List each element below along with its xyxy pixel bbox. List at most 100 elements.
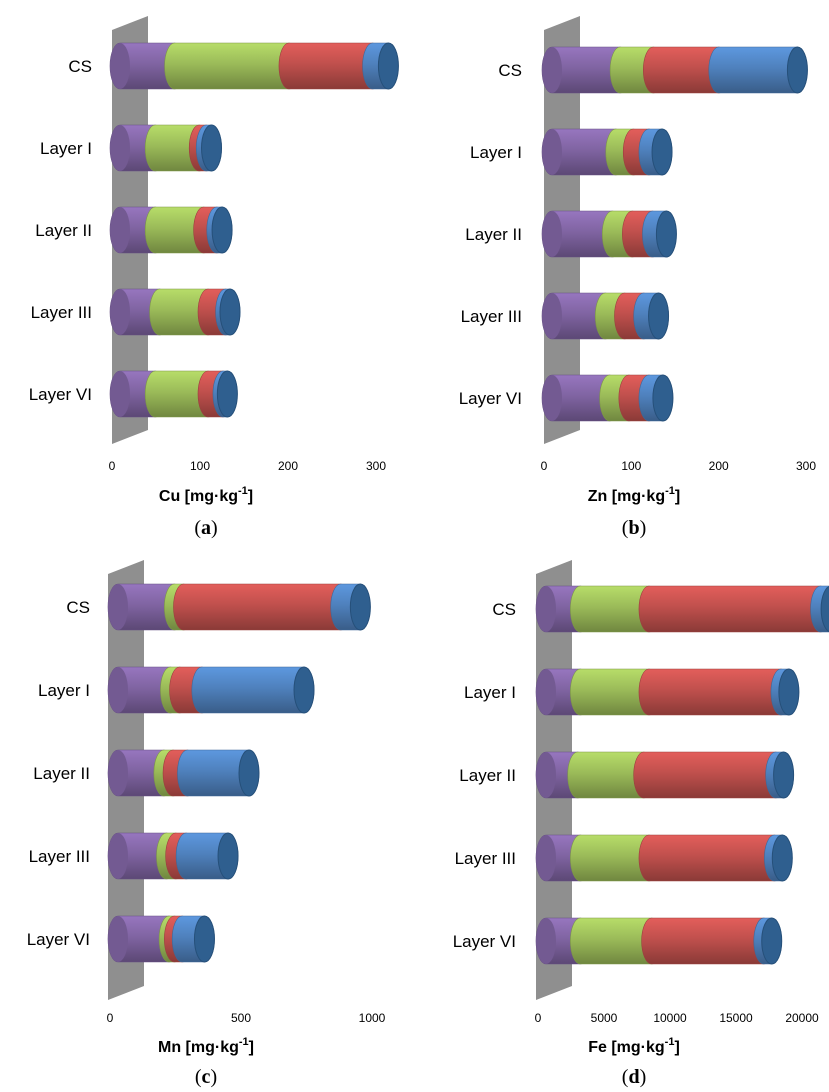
bar-end-cap — [656, 211, 676, 257]
category-label: Layer VI — [453, 932, 516, 951]
category-label: Layer II — [459, 766, 516, 785]
bar-start-cap — [542, 375, 562, 421]
category-label: Layer III — [31, 303, 92, 322]
bar-row — [110, 207, 232, 253]
panel-label: (a) — [194, 517, 217, 539]
category-label: CS — [66, 598, 90, 617]
bar-start-cap — [108, 667, 128, 713]
category-label: Layer I — [38, 681, 90, 700]
bar-row — [108, 667, 314, 713]
x-tick-label: 20000 — [785, 1011, 819, 1025]
bar-row — [542, 211, 676, 257]
plot-area: CS Layer I Layer II Layer III Layer VI 0 100 20… — [459, 16, 817, 539]
bar-row — [110, 43, 398, 89]
bar-row — [542, 47, 807, 93]
x-tick-label: 5000 — [591, 1011, 618, 1025]
bar-end-cap — [762, 918, 782, 964]
plot-area: CS Layer I Layer II Layer III Layer VI 0 5000 1… — [453, 560, 829, 1088]
x-tick-label: 1000 — [359, 1011, 386, 1025]
bar-end-cap — [217, 371, 237, 417]
x-tick-label: 100 — [190, 459, 210, 473]
bar-row — [536, 835, 792, 881]
panel-label: (c) — [195, 1066, 217, 1088]
x-tick-label: 100 — [621, 459, 641, 473]
bar-start-cap — [542, 293, 562, 339]
bar-end-cap — [350, 584, 370, 630]
bar-row — [542, 375, 673, 421]
bar-row — [542, 129, 672, 175]
bar-end-cap — [772, 835, 792, 881]
x-tick-label: 0 — [107, 1011, 114, 1025]
category-label: Layer I — [470, 143, 522, 162]
bar-start-cap — [108, 833, 128, 879]
bar-segment — [639, 586, 829, 632]
x-tick-label: 200 — [709, 459, 729, 473]
plot-area: CS Layer I Layer II Layer III Layer VI 0 100 20… — [29, 16, 399, 539]
bar-row — [536, 752, 794, 798]
category-label: Layer II — [465, 225, 522, 244]
bar-end-cap — [787, 47, 807, 93]
bar-row — [108, 833, 238, 879]
bar-end-cap — [202, 125, 222, 171]
category-label: CS — [498, 61, 522, 80]
x-tick-label: 10000 — [653, 1011, 687, 1025]
bar-end-cap — [218, 833, 238, 879]
chart-fe: CS Layer I Layer II Layer III Layer VI 0 5000 1… — [414, 546, 829, 1092]
bar-row — [110, 371, 237, 417]
bar-row — [536, 918, 782, 964]
x-axis-title: Zn [mg·kg-1] — [588, 485, 680, 505]
category-label: Layer II — [35, 221, 92, 240]
chart-zn: CS Layer I Layer II Layer III Layer VI 0 100 20… — [414, 0, 829, 546]
bar-row — [110, 289, 240, 335]
bar-end-cap — [220, 289, 240, 335]
bar-start-cap — [536, 835, 556, 881]
bar-row — [536, 586, 829, 632]
x-tick-label: 300 — [796, 459, 816, 473]
x-tick-label: 500 — [231, 1011, 251, 1025]
bar-segment — [639, 669, 791, 715]
bar-row — [108, 584, 370, 630]
category-label: Layer III — [29, 847, 90, 866]
bar-start-cap — [536, 669, 556, 715]
bar-segment — [174, 584, 351, 630]
bar-start-cap — [110, 289, 130, 335]
bar-segment — [634, 752, 786, 798]
panel-label: (d) — [622, 1066, 646, 1088]
bar-start-cap — [110, 207, 130, 253]
bar-row — [110, 125, 222, 171]
x-axis-title: Cu [mg·kg-1] — [159, 485, 253, 505]
x-axis-title: Fe [mg·kg-1] — [588, 1036, 680, 1056]
chart-cu: CS Layer I Layer II Layer III Layer VI 0 100 20… — [0, 0, 414, 546]
bar-row — [108, 750, 259, 796]
category-label: Layer VI — [459, 389, 522, 408]
bar-end-cap — [653, 375, 673, 421]
category-label: CS — [68, 57, 92, 76]
x-tick-label: 0 — [109, 459, 116, 473]
bar-end-cap — [212, 207, 232, 253]
bar-end-cap — [194, 916, 214, 962]
bar-end-cap — [294, 667, 314, 713]
bar-end-cap — [774, 752, 794, 798]
category-label: Layer II — [33, 764, 90, 783]
category-label: Layer VI — [27, 930, 90, 949]
bar-end-cap — [649, 293, 669, 339]
bar-end-cap — [378, 43, 398, 89]
bar-start-cap — [108, 916, 128, 962]
bar-start-cap — [108, 750, 128, 796]
bar-start-cap — [110, 125, 130, 171]
bar-start-cap — [110, 371, 130, 417]
bar-start-cap — [536, 752, 556, 798]
bar-row — [542, 293, 669, 339]
category-label: Layer III — [455, 849, 516, 868]
x-tick-label: 300 — [366, 459, 386, 473]
bar-start-cap — [536, 918, 556, 964]
bar-segment — [639, 835, 784, 881]
x-axis-title: Mn [mg·kg-1] — [158, 1036, 254, 1056]
bar-start-cap — [542, 211, 562, 257]
x-tick-label: 200 — [278, 459, 298, 473]
category-label: CS — [492, 600, 516, 619]
bar-row — [536, 669, 799, 715]
panel-label: (b) — [622, 517, 646, 539]
bar-row — [108, 916, 214, 962]
